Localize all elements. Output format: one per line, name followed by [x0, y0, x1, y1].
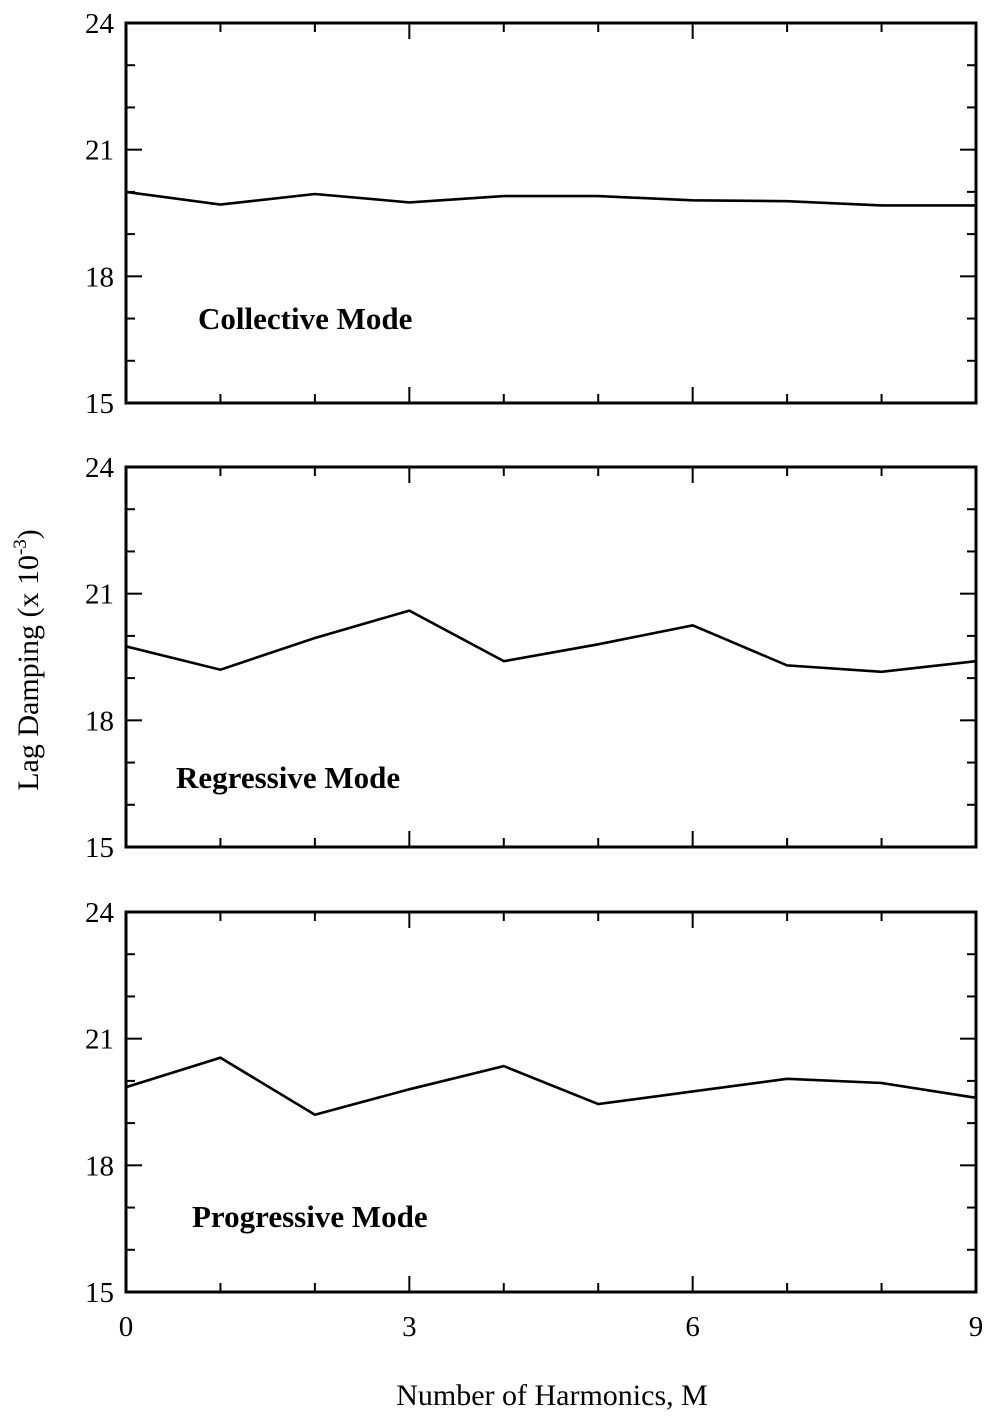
- y-tick-label: 21: [85, 135, 114, 167]
- chart-panels: 15 18 21 24 Collective Mode 15 18 21 24 Regressiv…: [85, 8, 978, 1309]
- plot-frame: [124, 21, 978, 405]
- x-tick-labels: 0 3 6 9: [119, 1311, 984, 1343]
- y-axis-label: Lag Damping (x 10-3): [10, 529, 45, 791]
- panel-2: 15 18 21 24 Regressive Mode: [85, 452, 978, 864]
- x-tick-label: 3: [402, 1311, 417, 1343]
- y-tick-label: 21: [85, 579, 114, 611]
- y-axis-label-main: Lag Damping (x 10: [12, 555, 45, 791]
- panel-label: Regressive Mode: [176, 760, 400, 795]
- y-tick-label: 24: [85, 897, 115, 929]
- y-tick-label: 24: [85, 452, 115, 484]
- x-tick-label: 6: [685, 1311, 700, 1343]
- series-line: [125, 1056, 977, 1117]
- y-tick-label: 18: [85, 705, 114, 737]
- y-axis-label-exponent: -3: [10, 539, 31, 555]
- series-line: [125, 190, 976, 207]
- panel-label: Progressive Mode: [192, 1199, 428, 1234]
- x-tick-label: 9: [969, 1311, 984, 1343]
- series-line: [125, 609, 977, 674]
- y-tick-label: 18: [85, 261, 114, 293]
- y-tick-label: 15: [85, 832, 114, 864]
- y-axis-label-close: ): [12, 529, 45, 539]
- panel-1: 15 18 21 24 Collective Mode: [85, 8, 978, 420]
- y-tick-label: 18: [85, 1150, 114, 1182]
- y-tick-label: 24: [85, 8, 115, 40]
- x-axis-label: Number of Harmonics, M: [396, 1379, 708, 1412]
- panel-3: 15 18 21 24 Progressive Mode: [85, 897, 978, 1309]
- plot-frame: [124, 910, 978, 1294]
- panel-label: Collective Mode: [198, 301, 412, 336]
- x-tick-label: 0: [119, 1311, 134, 1343]
- y-tick-label: 21: [85, 1024, 114, 1056]
- y-tick-label: 15: [85, 388, 114, 420]
- y-tick-label: 15: [85, 1277, 114, 1309]
- plot-frame: [124, 465, 978, 849]
